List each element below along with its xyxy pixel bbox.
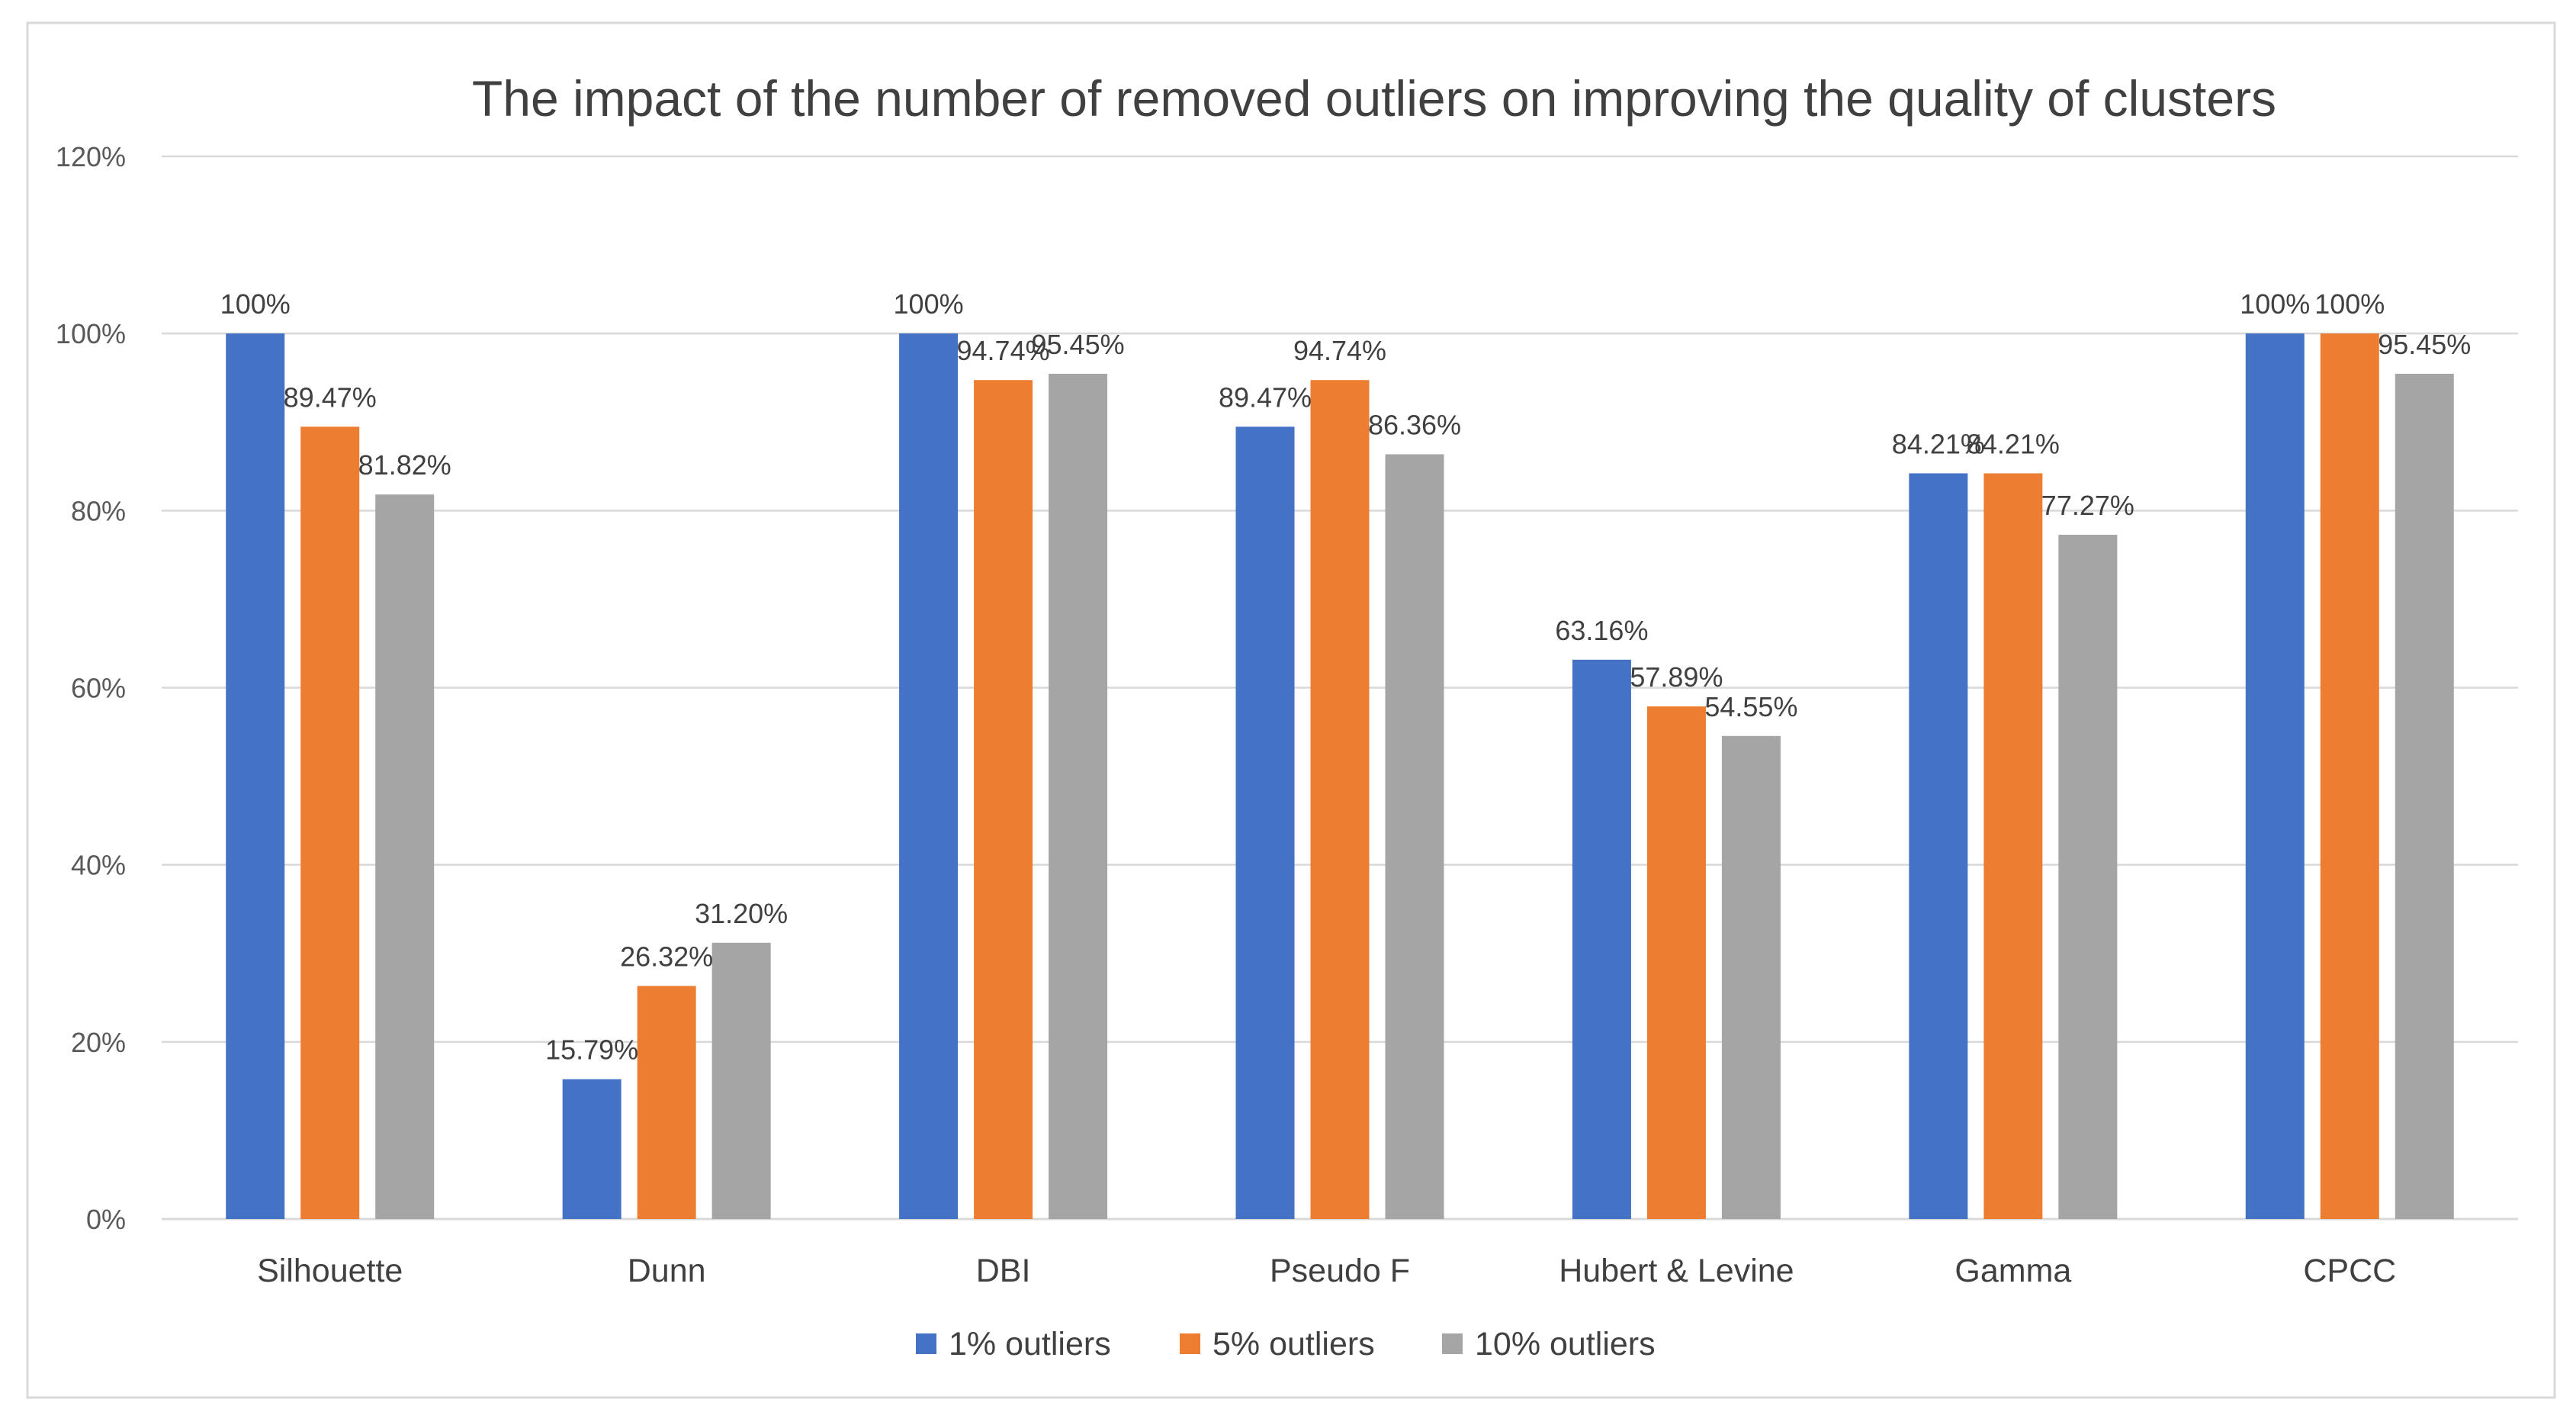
data-label: 94.74% [957,335,1050,366]
x-tick-label: Silhouette [257,1253,403,1289]
x-tick-label: Hubert & Levine [1559,1253,1794,1289]
bar [1049,373,1108,1219]
legend-label: 1% outliers [949,1326,1111,1362]
data-label: 54.55% [1704,691,1797,722]
x-axis-tick-labels: Silhouette Dunn DBI Pseudo F Hubert & Levine… [257,1253,2396,1289]
bar [1646,706,1706,1219]
bar [637,986,696,1219]
bar [562,1079,622,1219]
y-axis-tick-labels: 0% 20% 40% 60% 80% 100% 120% [56,141,126,1235]
legend-label: 10% outliers [1475,1326,1656,1362]
data-label: 100% [2314,288,2385,320]
x-tick-label: DBI [976,1253,1031,1289]
bar [375,494,435,1219]
bar [1310,380,1370,1219]
data-labels: 100% 89.47% 81.82% 15.79% 26.32% 31.20% 100% 94… [220,288,2472,1066]
bar [974,380,1033,1219]
bar [2058,535,2118,1219]
legend-swatch [916,1333,936,1354]
data-label: 15.79% [545,1034,638,1066]
data-label: 89.47% [284,381,377,413]
x-tick-label: Dunn [628,1253,706,1289]
data-label: 63.16% [1555,615,1648,646]
bar [226,333,285,1220]
data-label: 94.74% [1293,335,1386,366]
bars [226,333,2454,1220]
data-label: 84.21% [1892,428,1985,459]
bar [711,942,771,1219]
y-tick-label: 0% [86,1204,126,1235]
bar [2320,333,2379,1220]
bar [1909,473,1968,1219]
data-label: 31.20% [695,898,788,929]
x-tick-label: Pseudo F [1270,1253,1410,1289]
y-tick-label: 120% [56,141,126,172]
legend: 1% outliers 5% outliers 10% outliers [916,1326,1656,1362]
legend-swatch [1180,1333,1200,1354]
y-tick-label: 100% [56,318,126,349]
chart-title: The impact of the number of removed outl… [472,70,2276,127]
data-label: 86.36% [1368,410,1461,441]
legend-label: 5% outliers [1213,1326,1375,1362]
bar [1385,454,1444,1219]
data-label: 81.82% [358,449,451,481]
bar [2245,333,2305,1220]
data-label: 100% [2240,288,2310,320]
x-tick-label: Gamma [1954,1253,2071,1289]
data-label: 100% [220,288,291,320]
data-label: 84.21% [1967,428,2060,459]
data-label: 57.89% [1630,661,1723,693]
bar [1572,659,1631,1219]
y-tick-label: 80% [71,495,126,526]
y-tick-label: 60% [71,673,126,704]
y-tick-label: 20% [71,1027,126,1058]
y-tick-label: 40% [71,850,126,881]
bar [2395,373,2454,1219]
bar [300,426,360,1220]
data-label: 89.47% [1219,381,1312,413]
legend-swatch [1442,1333,1463,1354]
bar [1983,473,2043,1219]
x-tick-label: CPCC [2303,1253,2396,1289]
data-label: 26.32% [620,941,713,972]
bar [1235,426,1295,1220]
data-label: 95.45% [2378,329,2471,360]
bar [899,333,959,1220]
data-label: 100% [894,288,964,320]
bar [1721,735,1781,1219]
data-label: 95.45% [1032,329,1125,360]
data-label: 77.27% [2041,490,2134,521]
